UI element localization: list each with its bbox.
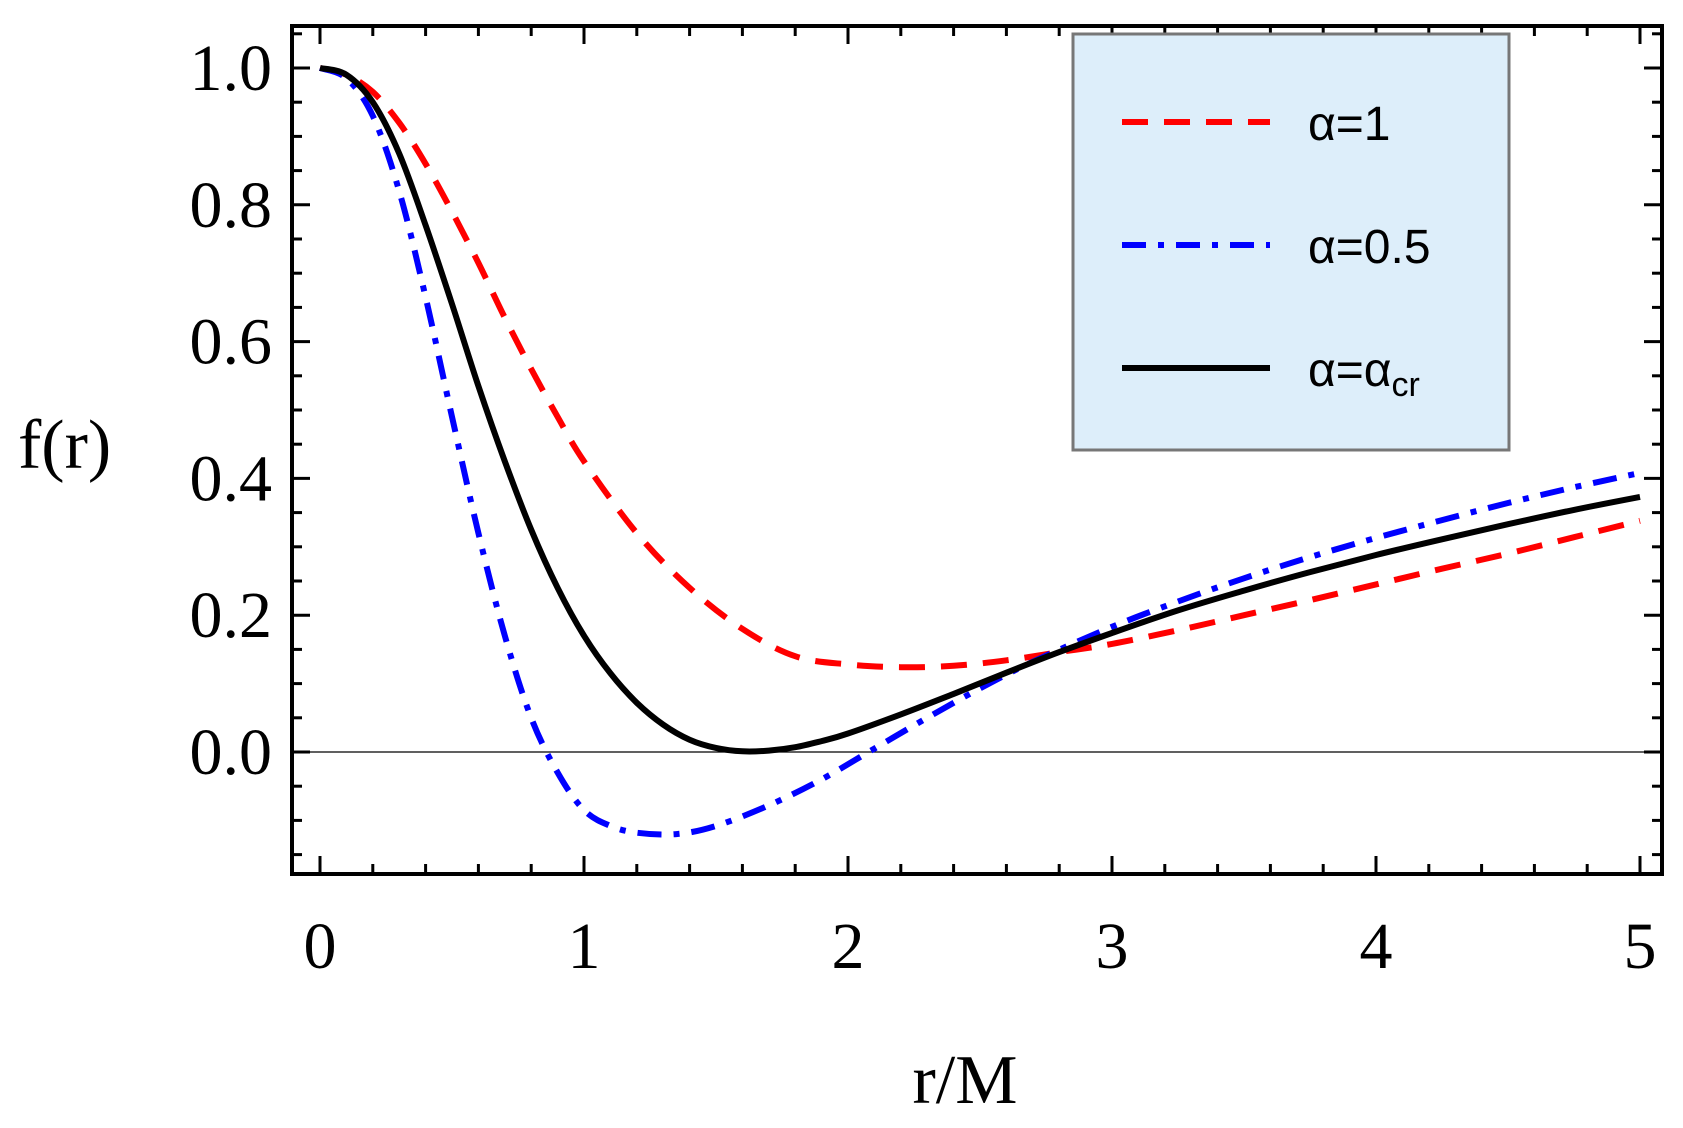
legend-label-alpha05: α=0.5 [1308,221,1431,274]
x-tick-label: 4 [1360,910,1393,983]
x-tick-label: 1 [568,910,601,983]
y-tick-label: 1.0 [190,32,273,105]
y-tick-label: 0.6 [190,306,273,379]
legend: α=1 α=0.5 α=αcr [1071,32,1511,452]
x-axis-label: r/M [913,1042,1018,1119]
x-tick-label: 3 [1096,910,1129,983]
legend-label-alphacr: α=αcr [1308,344,1420,404]
x-tick-label: 2 [832,910,865,983]
x-tick-label: 5 [1624,910,1657,983]
series-line-1 [318,65,1641,838]
x-tick-label: 0 [304,910,337,983]
legend-label-alpha1: α=1 [1308,98,1390,151]
y-tick-label: 0.0 [190,716,273,789]
y-tick-label: 0.4 [190,442,273,515]
y-axis-label: f(r) [18,407,111,484]
y-tick-label: 0.8 [190,169,273,242]
series-line-2 [319,65,1641,755]
y-tick-label: 0.2 [190,579,273,652]
